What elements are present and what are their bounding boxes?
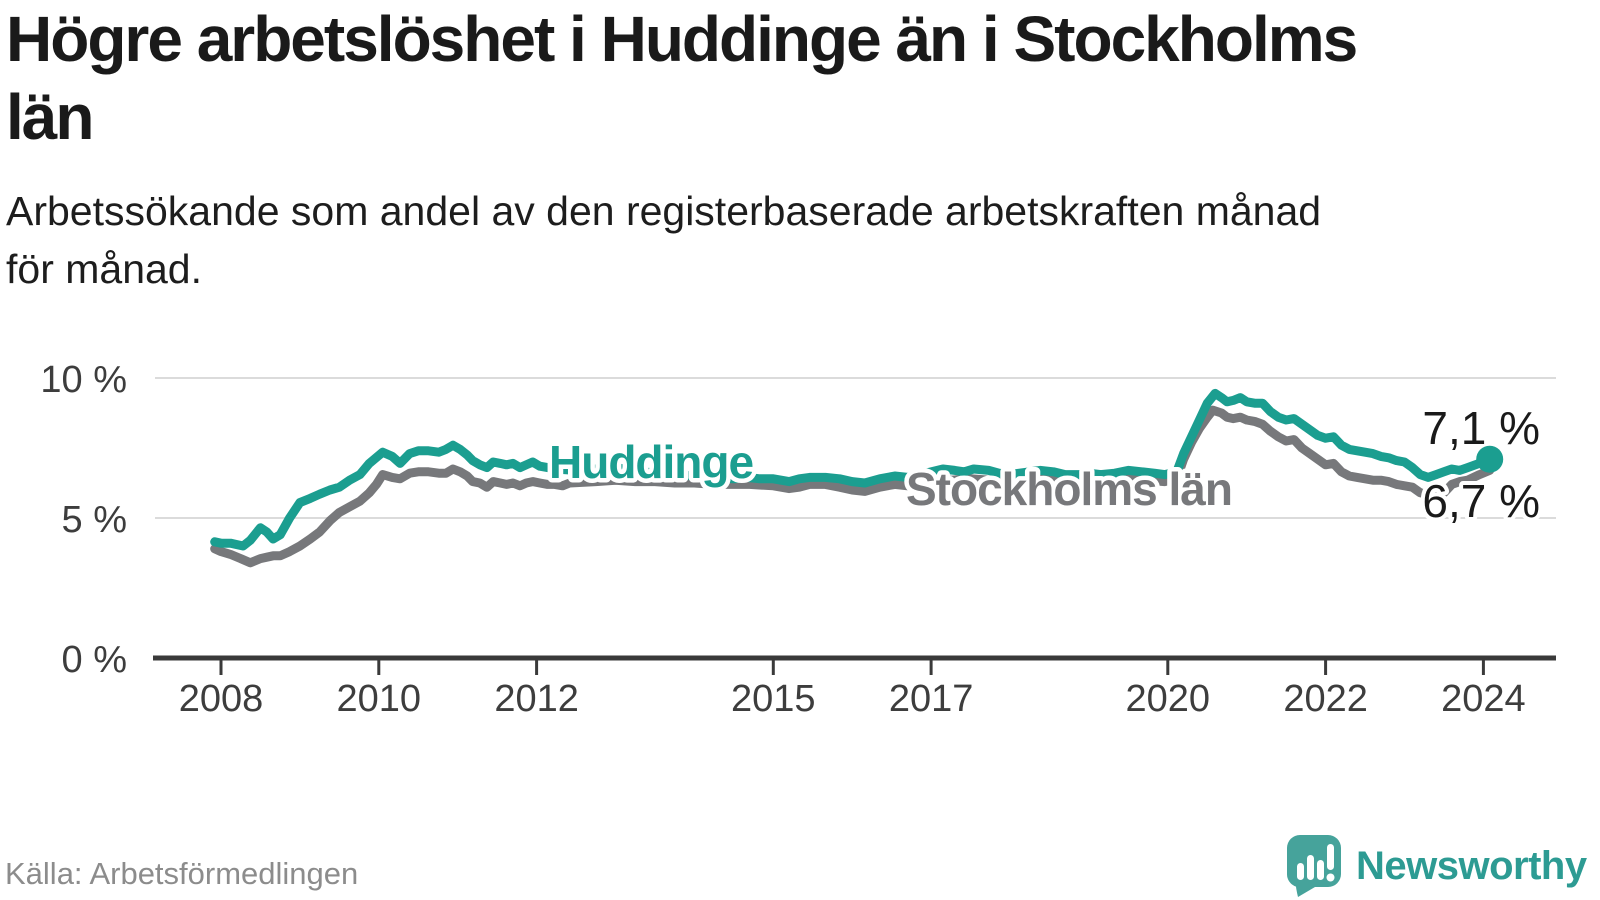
exclamation-dot — [1326, 873, 1335, 882]
y-tick-label: 5 % — [62, 499, 127, 541]
x-tick-label: 2024 — [1441, 678, 1526, 720]
y-tick-label: 0 % — [62, 639, 127, 681]
x-tick-label: 2020 — [1126, 678, 1211, 720]
x-axis-tick-labels: 2008 2010 2012 2015 2017 2020 2022 2024 — [179, 678, 1526, 720]
huddinge-line-label: Huddinge — [549, 436, 753, 488]
stockholm-line-label: Stockholms län — [906, 463, 1232, 515]
x-tick-label: 2017 — [889, 678, 974, 720]
newsworthy-icon — [1286, 835, 1341, 897]
x-tick-label: 2015 — [731, 678, 816, 720]
bar-chart-bar-1 — [1297, 863, 1304, 880]
x-axis-ticks — [219, 660, 1485, 675]
page-title: Högre arbetslöshet i Huddinge än i Stock… — [6, 3, 1358, 153]
x-tick-label: 2012 — [494, 678, 579, 720]
stockholm-end-value-label: 6,7 % — [1422, 475, 1540, 527]
y-axis-tick-labels: 0 % 5 % 10 % — [40, 359, 127, 681]
newsworthy-logo: Newsworthy — [1286, 834, 1587, 898]
newsworthy-wordmark: Newsworthy — [1356, 843, 1587, 888]
huddinge-series-line — [210, 388, 1495, 551]
stockholm-series-line — [210, 405, 1495, 568]
x-tick-label: 2022 — [1283, 678, 1368, 720]
gridlines — [155, 377, 1556, 519]
exclamation-bar — [1327, 844, 1334, 870]
bar-chart-bar-3 — [1317, 860, 1324, 880]
x-tick-label: 2010 — [337, 678, 422, 720]
huddinge-end-value-label: 7,1 % — [1422, 402, 1540, 454]
bar-chart-bar-2 — [1307, 855, 1314, 880]
y-tick-label: 10 % — [40, 359, 127, 401]
page-subtitle: Arbetssökande som andel av den registerb… — [6, 188, 1322, 292]
latest-value-dot — [1476, 445, 1504, 473]
source-note: Källa: Arbetsförmedlingen — [5, 856, 359, 891]
x-tick-label: 2008 — [179, 678, 264, 720]
